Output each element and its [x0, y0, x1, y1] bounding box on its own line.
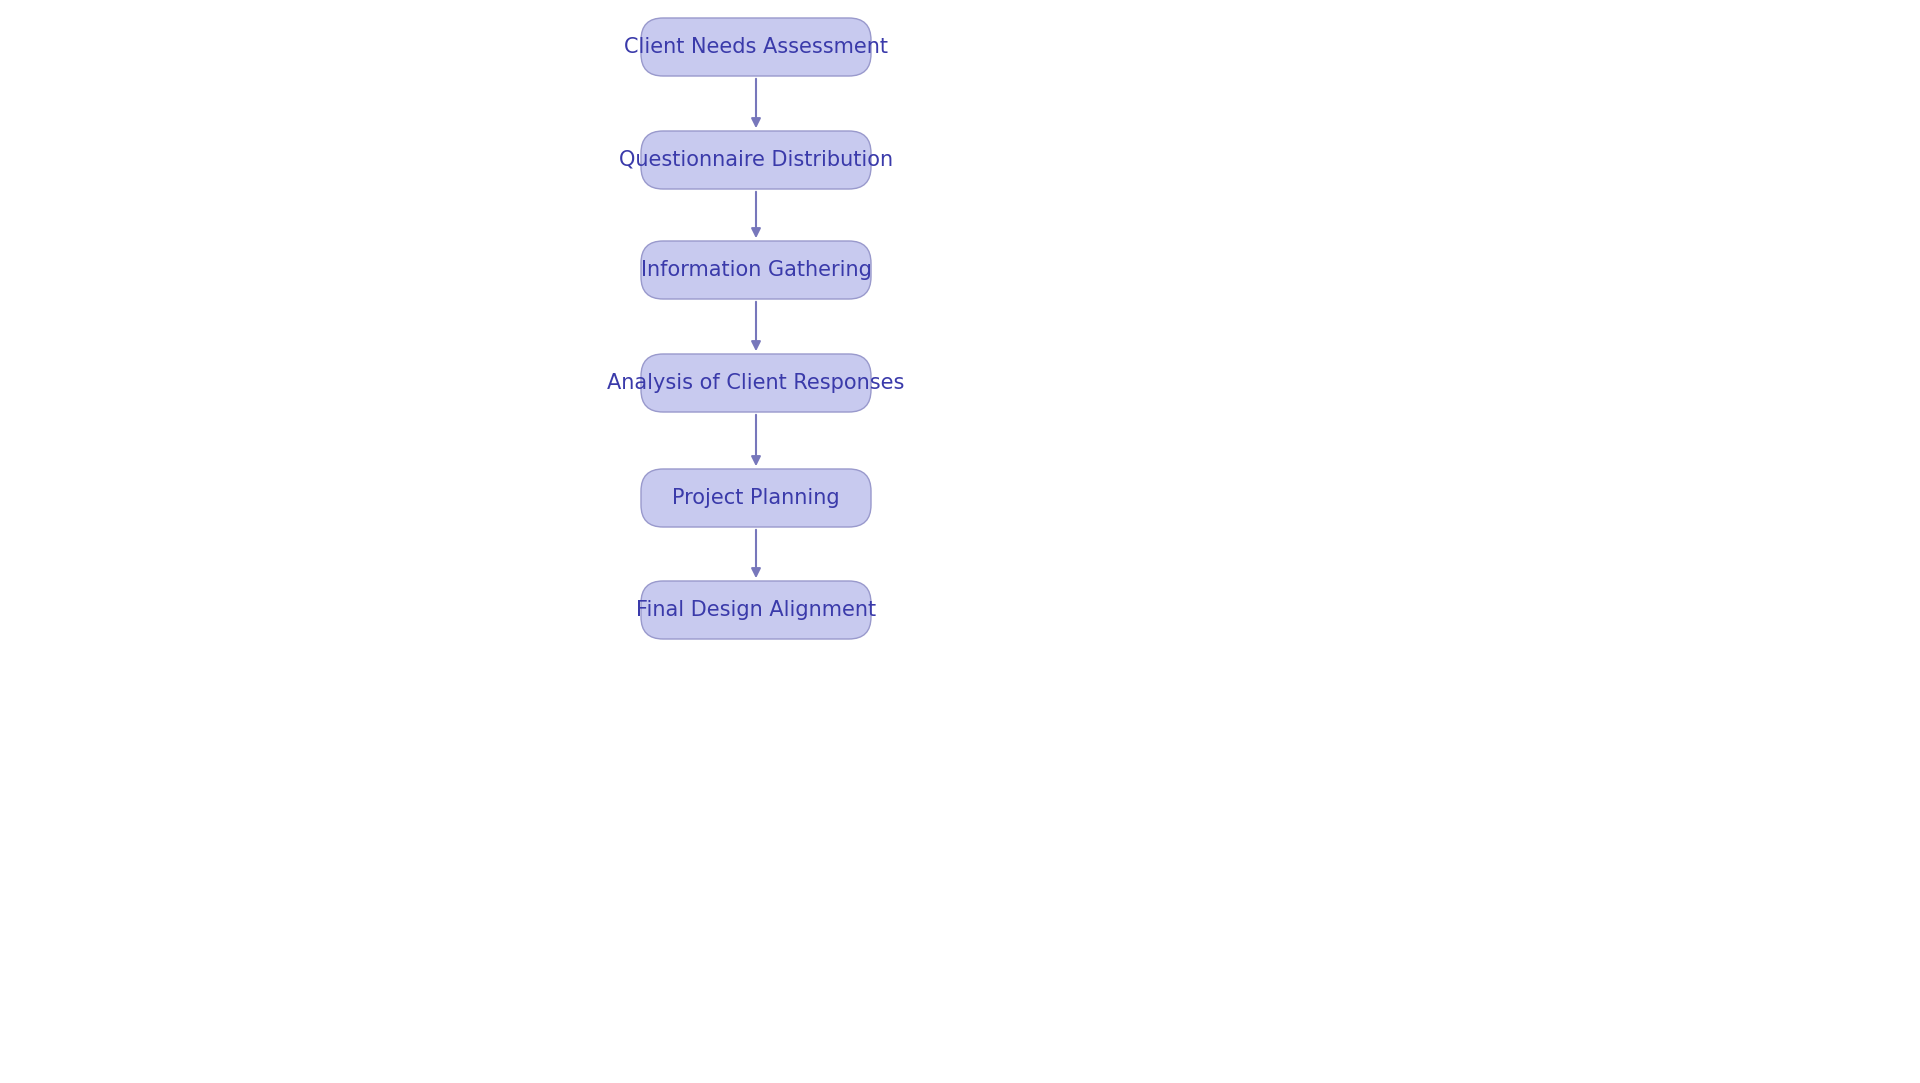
FancyBboxPatch shape: [641, 242, 872, 299]
Text: Questionnaire Distribution: Questionnaire Distribution: [618, 151, 893, 170]
FancyBboxPatch shape: [641, 18, 872, 76]
Text: Client Needs Assessment: Client Needs Assessment: [624, 37, 887, 57]
Text: Project Planning: Project Planning: [672, 488, 839, 508]
Text: Analysis of Client Responses: Analysis of Client Responses: [607, 373, 904, 393]
FancyBboxPatch shape: [641, 354, 872, 412]
FancyBboxPatch shape: [641, 131, 872, 190]
Text: Final Design Alignment: Final Design Alignment: [636, 600, 876, 619]
FancyBboxPatch shape: [641, 580, 872, 639]
Text: Information Gathering: Information Gathering: [641, 260, 872, 280]
FancyBboxPatch shape: [641, 469, 872, 527]
